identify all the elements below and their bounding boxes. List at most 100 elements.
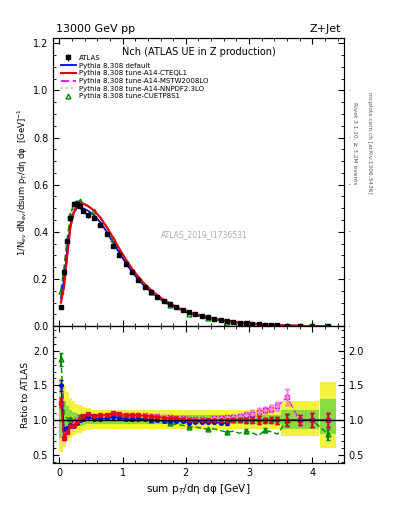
Pythia 8.308 tune-A14-MSTW2008LO: [136, 273, 141, 280]
Pythia 8.308 tune-A14-NNPDF2.3LO: [218, 316, 223, 323]
Pythia 8.308 default: [326, 323, 331, 329]
Pythia 8.308 tune-A14-MSTW2008LO: [98, 215, 103, 221]
Pythia 8.308 tune-A14-NNPDF2.3LO: [142, 281, 147, 287]
Pythia 8.308 tune-A14-MSTW2008LO: [297, 323, 302, 329]
Pythia 8.308 tune-CUETP8S1: [149, 289, 153, 295]
Pythia 8.308 tune-A14-CTEQL1: [199, 313, 204, 319]
Pythia 8.308 tune-A14-MSTW2008LO: [77, 198, 82, 204]
Line: Pythia 8.308 default: Pythia 8.308 default: [61, 206, 328, 326]
Pythia 8.308 tune-A14-NNPDF2.3LO: [256, 321, 261, 327]
Pythia 8.308 tune-CUETP8S1: [285, 323, 289, 329]
Pythia 8.308 tune-A14-MSTW2008LO: [199, 313, 204, 319]
Pythia 8.308 tune-A14-MSTW2008LO: [231, 318, 235, 325]
Pythia 8.308 tune-A14-NNPDF2.3LO: [65, 252, 70, 259]
Pythia 8.308 tune-A14-NNPDF2.3LO: [74, 201, 79, 207]
Pythia 8.308 default: [187, 310, 191, 316]
Line: Pythia 8.308 tune-A14-NNPDF2.3LO: Pythia 8.308 tune-A14-NNPDF2.3LO: [61, 201, 328, 326]
Y-axis label: 1/N$_{ev}$ dN$_{ev}$/dsum p$_T$/dη dφ  [GeV]$^{-1}$: 1/N$_{ev}$ dN$_{ev}$/dsum p$_T$/dη dφ [G…: [16, 109, 30, 256]
Pythia 8.308 tune-A14-MSTW2008LO: [187, 309, 191, 315]
Pythia 8.308 default: [130, 269, 134, 275]
Text: ATLAS_2019_I1736531: ATLAS_2019_I1736531: [161, 230, 248, 239]
Pythia 8.308 tune-A14-CTEQL1: [77, 201, 82, 207]
Pythia 8.308 tune-CUETP8S1: [206, 315, 210, 322]
Pythia 8.308 tune-A14-NNPDF2.3LO: [105, 224, 109, 230]
Pythia 8.308 tune-A14-CTEQL1: [212, 316, 217, 322]
Pythia 8.308 tune-A14-MSTW2008LO: [155, 292, 160, 298]
Pythia 8.308 default: [218, 317, 223, 323]
Pythia 8.308 default: [206, 314, 210, 321]
Pythia 8.308 default: [193, 311, 198, 317]
Pythia 8.308 tune-A14-NNPDF2.3LO: [174, 304, 179, 310]
Pythia 8.308 tune-A14-MSTW2008LO: [310, 323, 315, 329]
Pythia 8.308 tune-A14-NNPDF2.3LO: [68, 224, 73, 230]
Pythia 8.308 tune-A14-CTEQL1: [193, 311, 198, 317]
Pythia 8.308 default: [244, 320, 248, 326]
Pythia 8.308 tune-A14-NNPDF2.3LO: [168, 301, 173, 307]
Pythia 8.308 default: [62, 276, 66, 282]
Pythia 8.308 tune-A14-NNPDF2.3LO: [81, 201, 85, 207]
Pythia 8.308 tune-A14-NNPDF2.3LO: [71, 207, 76, 214]
Pythia 8.308 tune-A14-CTEQL1: [105, 224, 109, 230]
Pythia 8.308 default: [256, 321, 261, 327]
Pythia 8.308 default: [71, 210, 76, 216]
Pythia 8.308 tune-A14-NNPDF2.3LO: [310, 323, 315, 329]
Pythia 8.308 tune-A14-CTEQL1: [206, 314, 210, 321]
Pythia 8.308 tune-A14-CTEQL1: [74, 203, 79, 209]
Pythia 8.308 default: [149, 289, 153, 295]
Pythia 8.308 default: [297, 323, 302, 329]
Pythia 8.308 tune-A14-NNPDF2.3LO: [297, 323, 302, 329]
Pythia 8.308 default: [285, 323, 289, 329]
Pythia 8.308 tune-A14-MSTW2008LO: [168, 301, 173, 307]
Pythia 8.308 tune-CUETP8S1: [92, 207, 97, 214]
Pythia 8.308 default: [142, 283, 147, 289]
Pythia 8.308 tune-A14-NNPDF2.3LO: [77, 198, 82, 204]
Pythia 8.308 default: [98, 219, 103, 225]
Pythia 8.308 tune-A14-NNPDF2.3LO: [237, 319, 242, 325]
Pythia 8.308 tune-A14-MSTW2008LO: [62, 283, 66, 289]
Pythia 8.308 tune-A14-CTEQL1: [111, 234, 116, 241]
Pythia 8.308 default: [81, 205, 85, 211]
Pythia 8.308 default: [250, 321, 255, 327]
Pythia 8.308 tune-A14-CTEQL1: [162, 297, 166, 303]
Pythia 8.308 default: [155, 294, 160, 300]
Pythia 8.308 tune-A14-CTEQL1: [285, 323, 289, 329]
Pythia 8.308 tune-A14-NNPDF2.3LO: [269, 322, 274, 328]
Pythia 8.308 tune-A14-NNPDF2.3LO: [136, 273, 141, 280]
Pythia 8.308 tune-A14-CTEQL1: [269, 322, 274, 328]
Pythia 8.308 tune-A14-MSTW2008LO: [193, 311, 198, 317]
Pythia 8.308 default: [224, 318, 229, 324]
Pythia 8.308 tune-A14-MSTW2008LO: [68, 224, 73, 230]
Pythia 8.308 tune-A14-CTEQL1: [244, 320, 248, 326]
Pythia 8.308 default: [85, 207, 90, 214]
Pythia 8.308 tune-A14-NNPDF2.3LO: [162, 296, 166, 303]
Line: Pythia 8.308 tune-CUETP8S1: Pythia 8.308 tune-CUETP8S1: [59, 199, 331, 329]
Pythia 8.308 tune-CUETP8S1: [263, 322, 267, 328]
Pythia 8.308 tune-A14-NNPDF2.3LO: [149, 287, 153, 293]
Pythia 8.308 tune-A14-NNPDF2.3LO: [285, 322, 289, 328]
Pythia 8.308 default: [74, 205, 79, 211]
Pythia 8.308 tune-A14-CTEQL1: [187, 309, 191, 315]
Pythia 8.308 tune-A14-CTEQL1: [263, 322, 267, 328]
Pythia 8.308 default: [263, 322, 267, 328]
Line: Pythia 8.308 tune-A14-MSTW2008LO: Pythia 8.308 tune-A14-MSTW2008LO: [61, 201, 328, 326]
Pythia 8.308 tune-A14-CTEQL1: [59, 300, 63, 306]
Pythia 8.308 tune-A14-MSTW2008LO: [123, 257, 128, 263]
Pythia 8.308 tune-A14-NNPDF2.3LO: [62, 283, 66, 289]
Pythia 8.308 tune-A14-NNPDF2.3LO: [98, 215, 103, 221]
Line: Pythia 8.308 tune-A14-CTEQL1: Pythia 8.308 tune-A14-CTEQL1: [61, 204, 328, 326]
Pythia 8.308 tune-A14-NNPDF2.3LO: [250, 321, 255, 327]
Pythia 8.308 default: [68, 222, 73, 228]
Pythia 8.308 tune-A14-MSTW2008LO: [263, 322, 267, 328]
Pythia 8.308 tune-A14-NNPDF2.3LO: [59, 300, 63, 306]
Pythia 8.308 tune-A14-NNPDF2.3LO: [85, 203, 90, 209]
Pythia 8.308 tune-A14-MSTW2008LO: [111, 234, 116, 241]
Pythia 8.308 tune-A14-CTEQL1: [155, 292, 160, 298]
Pythia 8.308 tune-A14-NNPDF2.3LO: [206, 314, 210, 321]
Pythia 8.308 tune-A14-MSTW2008LO: [206, 314, 210, 321]
Pythia 8.308 tune-A14-CTEQL1: [275, 322, 280, 328]
Pythia 8.308 tune-A14-CTEQL1: [65, 252, 70, 259]
Pythia 8.308 tune-A14-CTEQL1: [326, 323, 331, 329]
Pythia 8.308 tune-A14-MSTW2008LO: [92, 207, 97, 214]
Pythia 8.308 tune-CUETP8S1: [187, 310, 191, 316]
Pythia 8.308 tune-A14-CTEQL1: [237, 319, 242, 326]
